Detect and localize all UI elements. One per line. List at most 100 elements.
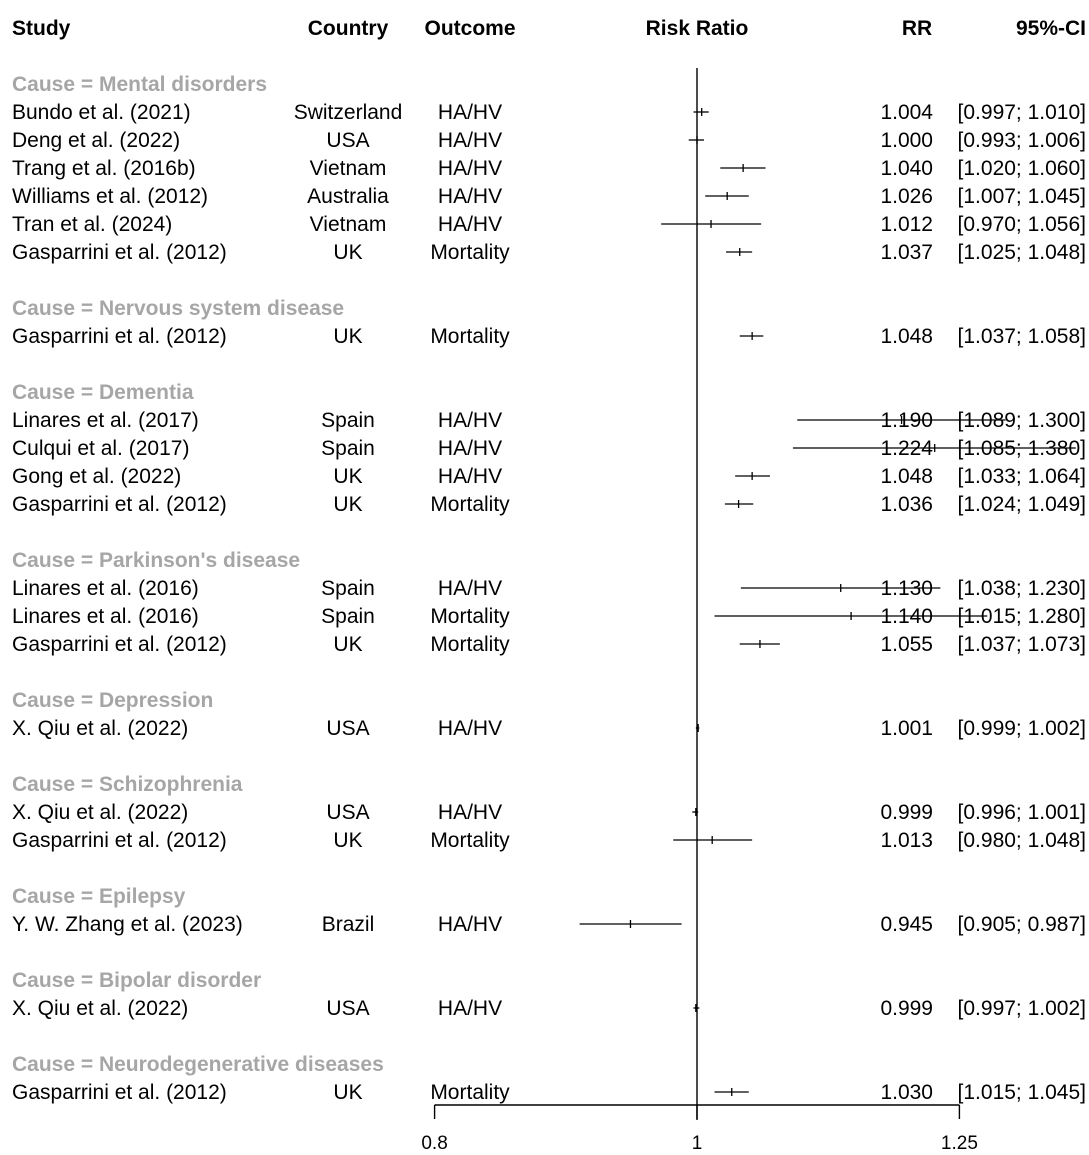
- group-label: Cause = Parkinson's disease: [12, 549, 300, 572]
- ci-value: [0.997; 1.002]: [958, 997, 1086, 1020]
- country-cell: UK: [333, 1081, 362, 1104]
- study-name: Culqui et al. (2017): [12, 437, 189, 460]
- ci-value: [1.038; 1.230]: [958, 577, 1086, 600]
- study-name: Gasparrini et al. (2012): [12, 1081, 227, 1104]
- country-cell: UK: [333, 465, 362, 488]
- study-name: Gong et al. (2022): [12, 465, 181, 488]
- study-name: X. Qiu et al. (2022): [12, 717, 188, 740]
- country-cell: UK: [333, 493, 362, 516]
- country-cell: Spain: [321, 605, 375, 628]
- outcome-cell: HA/HV: [438, 101, 502, 124]
- ci-value: [0.980; 1.048]: [958, 829, 1086, 852]
- study-name: Linares et al. (2016): [12, 577, 199, 600]
- study-rows: Cause = Mental disorders Bundo et al. (20…: [12, 73, 1086, 1104]
- table-row: Gasparrini et al. (2012) UK Mortality 1.036…: [12, 493, 1086, 516]
- study-name: Deng et al. (2022): [12, 129, 180, 152]
- study-name: Gasparrini et al. (2012): [12, 493, 227, 516]
- country-cell: Spain: [321, 437, 375, 460]
- rr-value: 1.037: [880, 241, 933, 264]
- ci-value: [1.020; 1.060]: [958, 157, 1086, 180]
- outcome-cell: HA/HV: [438, 185, 502, 208]
- table-row: Tran et al. (2024) Vietnam HA/HV 1.012 [0.97…: [12, 213, 1086, 236]
- rr-value: 0.999: [880, 997, 933, 1020]
- outcome-cell: HA/HV: [438, 157, 502, 180]
- ci-value: [0.996; 1.001]: [958, 801, 1086, 824]
- rr-value: 0.999: [880, 801, 933, 824]
- outcome-cell: HA/HV: [438, 409, 502, 432]
- table-row: Williams et al. (2012) Australia HA/HV 1.02…: [12, 185, 1086, 208]
- study-name: X. Qiu et al. (2022): [12, 801, 188, 824]
- rr-value: 1.004: [880, 101, 933, 124]
- group-label: Cause = Dementia: [12, 381, 194, 404]
- rr-value: 1.055: [880, 633, 933, 656]
- table-row: Bundo et al. (2021) Switzerland HA/HV 1.004…: [12, 101, 1086, 124]
- rr-value: 1.040: [880, 157, 933, 180]
- table-row: Y. W. Zhang et al. (2023) Brazil HA/HV 0.94…: [12, 913, 1086, 936]
- table-row: Linares et al. (2016) Spain HA/HV 1.130 [1.0…: [12, 577, 1086, 600]
- plot-marks: [579, 108, 1076, 1096]
- group-label: Cause = Neurodegenerative diseases: [12, 1053, 384, 1076]
- table-row: X. Qiu et al. (2022) USA HA/HV 1.001 [0.999;…: [12, 717, 1086, 740]
- outcome-cell: HA/HV: [438, 577, 502, 600]
- rr-value: 1.030: [880, 1081, 933, 1104]
- ci-value: [1.033; 1.064]: [958, 465, 1086, 488]
- country-cell: Brazil: [322, 913, 375, 936]
- header-study: Study: [12, 17, 71, 40]
- country-cell: Spain: [321, 577, 375, 600]
- outcome-cell: HA/HV: [438, 801, 502, 824]
- outcome-cell: HA/HV: [438, 465, 502, 488]
- study-name: Bundo et al. (2021): [12, 101, 191, 124]
- rr-value: 1.013: [880, 829, 933, 852]
- ci-value: [0.970; 1.056]: [958, 213, 1086, 236]
- outcome-cell: Mortality: [430, 829, 510, 852]
- group-label: Cause = Depression: [12, 689, 213, 712]
- rr-value: 1.048: [880, 465, 933, 488]
- outcome-cell: Mortality: [430, 241, 510, 264]
- country-cell: UK: [333, 241, 362, 264]
- country-cell: Vietnam: [310, 157, 387, 180]
- study-name: Gasparrini et al. (2012): [12, 829, 227, 852]
- country-cell: Switzerland: [294, 101, 403, 124]
- table-row: Linares et al. (2017) Spain HA/HV 1.190 [1.0…: [12, 409, 1086, 432]
- study-name: Williams et al. (2012): [12, 185, 208, 208]
- tick-label: 1: [692, 1133, 703, 1154]
- tick-label: 0.8: [421, 1133, 447, 1154]
- rr-value: 1.001: [880, 717, 933, 740]
- table-row: X. Qiu et al. (2022) USA HA/HV 0.999 [0.997;…: [12, 997, 1086, 1020]
- header-row: Study Country Outcome Risk Ratio RR 95%-…: [12, 17, 1086, 40]
- outcome-cell: HA/HV: [438, 129, 502, 152]
- country-cell: USA: [326, 129, 369, 152]
- table-row: Trang et al. (2016b) Vietnam HA/HV 1.040 [1.…: [12, 157, 1086, 180]
- table-row: Gasparrini et al. (2012) UK Mortality 1.030…: [12, 1081, 1086, 1104]
- country-cell: Australia: [307, 185, 389, 208]
- country-cell: USA: [326, 997, 369, 1020]
- country-cell: UK: [333, 829, 362, 852]
- x-axis: 0.8 1 1.25: [421, 68, 978, 1154]
- outcome-cell: Mortality: [430, 633, 510, 656]
- study-name: Gasparrini et al. (2012): [12, 633, 227, 656]
- outcome-cell: Mortality: [430, 605, 510, 628]
- rr-value: 1.036: [880, 493, 933, 516]
- study-name: Gasparrini et al. (2012): [12, 241, 227, 264]
- ci-value: [1.037; 1.073]: [958, 633, 1086, 656]
- study-name: Trang et al. (2016b): [12, 157, 196, 180]
- tick-label: 1.25: [941, 1133, 978, 1154]
- country-cell: USA: [326, 717, 369, 740]
- ci-value: [0.993; 1.006]: [958, 129, 1086, 152]
- ci-value: [1.037; 1.058]: [958, 325, 1086, 348]
- country-cell: UK: [333, 325, 362, 348]
- outcome-cell: HA/HV: [438, 213, 502, 236]
- header-risk-ratio: Risk Ratio: [646, 17, 749, 40]
- ci-value: [1.015; 1.280]: [958, 605, 1086, 628]
- outcome-cell: Mortality: [430, 493, 510, 516]
- study-name: Linares et al. (2017): [12, 409, 199, 432]
- outcome-cell: Mortality: [430, 1081, 510, 1104]
- rr-value: 1.012: [880, 213, 933, 236]
- table-row: Deng et al. (2022) USA HA/HV 1.000 [0.993; 1…: [12, 129, 1086, 152]
- ci-value: [1.015; 1.045]: [958, 1081, 1086, 1104]
- table-row: Gasparrini et al. (2012) UK Mortality 1.037…: [12, 241, 1086, 264]
- table-row: Gasparrini et al. (2012) UK Mortality 1.048…: [12, 325, 1086, 348]
- ci-value: [1.089; 1.300]: [958, 409, 1086, 432]
- country-cell: UK: [333, 633, 362, 656]
